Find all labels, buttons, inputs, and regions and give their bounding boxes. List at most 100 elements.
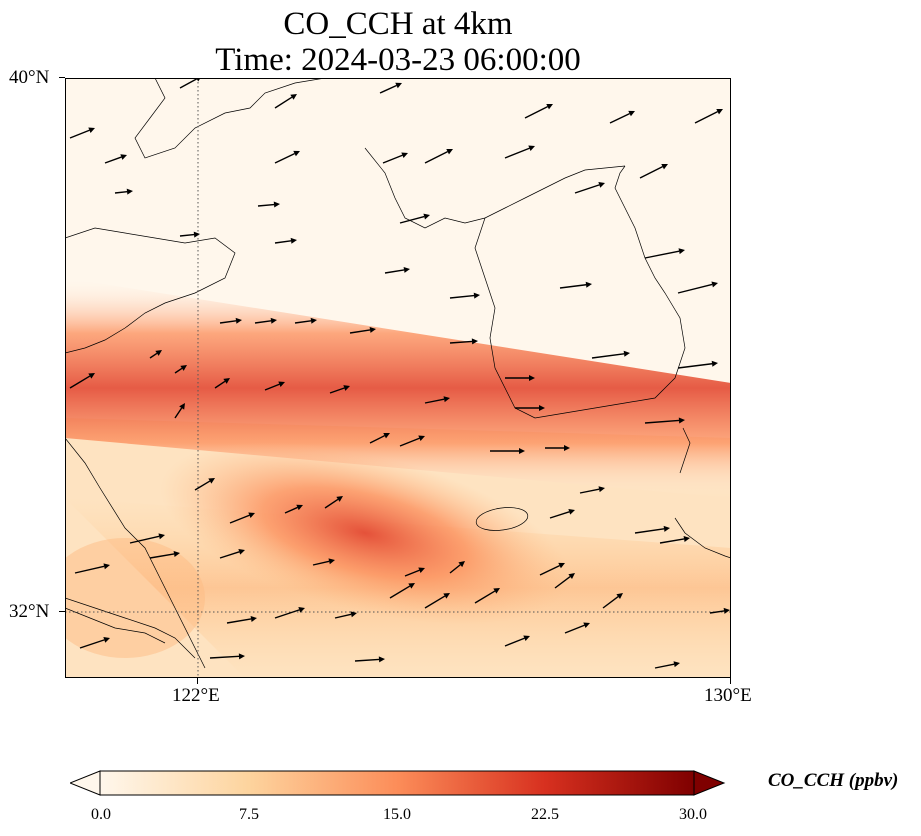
colorbar-tick-1: 7.5 — [239, 806, 259, 823]
wind-arrow — [574, 182, 605, 194]
colorbar-tick-2: 15.0 — [383, 806, 411, 823]
wind-arrow — [214, 378, 230, 389]
wind-arrow — [389, 583, 415, 599]
lon-tick-130E — [730, 678, 731, 684]
wind-arrow — [274, 237, 297, 244]
wind-arrow — [324, 496, 343, 509]
wind-arrow — [579, 486, 605, 494]
wind-arrow — [545, 445, 570, 451]
wind-arrow — [274, 607, 305, 619]
wind-arrow — [490, 448, 525, 454]
co-plume-band — [65, 278, 731, 498]
chart-title-line2: Time: 2024-03-23 06:00:00 — [215, 42, 581, 78]
co-plume-southwest — [65, 538, 205, 658]
colorbar — [70, 770, 726, 796]
wind-arrow — [677, 281, 718, 294]
map-panel — [65, 78, 731, 678]
wind-arrow — [634, 525, 670, 534]
wind-arrow — [149, 551, 180, 559]
lon-tick-122E — [197, 678, 198, 684]
wind-arrow — [349, 326, 376, 334]
wind-arrow — [424, 593, 450, 609]
wind-arrow — [644, 417, 685, 424]
lat-tick-40N — [59, 77, 65, 78]
lat-label-32N: 32°N — [9, 601, 50, 622]
wind-arrow — [74, 563, 110, 574]
wind-arrow — [104, 154, 127, 164]
wind-arrow — [274, 150, 300, 164]
wind-arrow — [399, 435, 425, 447]
wind-arrow — [69, 373, 95, 389]
wind-arrow — [114, 188, 133, 195]
wind-arrow — [591, 350, 630, 359]
lon-label-130E: 130°E — [704, 685, 752, 706]
colorbar-extend-max — [693, 770, 726, 796]
wind-arrow — [79, 637, 110, 649]
wind-arrow — [677, 360, 718, 369]
wind-arrow — [505, 375, 535, 381]
wind-arrow — [424, 396, 450, 404]
colorbar-extend-min — [70, 770, 101, 796]
colorbar-tick-4: 30.0 — [679, 806, 707, 823]
wind-arrow — [354, 656, 385, 663]
lat-tick-32N — [59, 611, 65, 612]
wind-arrow — [209, 653, 245, 660]
wind-arrow — [294, 317, 317, 324]
wind-arrow — [219, 548, 245, 559]
wind-arrow — [474, 588, 500, 604]
wind-arrow — [379, 82, 402, 94]
wind-arrow — [449, 292, 480, 299]
colorbar-tick-3: 22.5 — [531, 806, 559, 823]
wind-arrow — [554, 573, 575, 589]
wind-arrow — [564, 622, 590, 634]
wind-arrow — [654, 661, 680, 669]
colorbar-label: CO_CCH (ppbv) — [768, 770, 899, 791]
co-plume-blob — [160, 441, 570, 625]
colorbar-tick-0: 0.0 — [91, 806, 111, 823]
wind-vectors — [69, 78, 730, 669]
wind-arrow — [174, 403, 185, 419]
wind-arrow — [274, 94, 297, 109]
wind-arrow — [549, 508, 575, 519]
wind-arrow — [382, 152, 408, 164]
lon-label-122E: 122°E — [172, 685, 220, 706]
wind-arrow — [194, 478, 215, 491]
colorbar-body — [99, 770, 695, 796]
lat-label-40N: 40°N — [9, 67, 50, 88]
wind-arrow — [449, 338, 478, 345]
wind-arrow — [369, 433, 390, 444]
wind-arrow — [539, 562, 565, 576]
wind-arrow — [174, 365, 187, 374]
wind-arrow — [659, 536, 690, 544]
wind-arrow — [694, 109, 723, 124]
map-border — [65, 78, 731, 678]
wind-arrow — [515, 405, 545, 411]
wind-arrow — [257, 201, 280, 208]
wind-arrow — [69, 127, 95, 139]
wind-arrow — [149, 350, 162, 359]
wind-arrow — [639, 164, 668, 179]
chart-title-line1: CO_CCH at 4km — [283, 6, 513, 42]
wind-arrow — [399, 213, 430, 224]
wind-arrow — [129, 533, 165, 544]
wind-arrow — [384, 266, 410, 274]
wind-arrow — [504, 145, 535, 159]
wind-arrow — [179, 231, 200, 238]
wind-arrow — [264, 381, 285, 391]
wind-arrow — [449, 561, 465, 574]
wind-arrow — [334, 611, 357, 619]
wind-arrow — [329, 385, 350, 394]
wind-arrow — [602, 593, 623, 609]
wind-arrow — [284, 504, 303, 514]
wind-arrow — [254, 317, 277, 324]
coastlines — [65, 78, 731, 669]
wind-arrow — [559, 281, 592, 289]
wind-arrow — [312, 558, 335, 566]
wind-arrow — [609, 110, 635, 124]
wind-arrow — [424, 149, 453, 164]
wind-arrow — [524, 104, 553, 119]
wind-arrow — [709, 607, 730, 614]
wind-arrow — [226, 616, 257, 624]
wind-arrow — [219, 317, 242, 324]
wind-arrow — [504, 635, 530, 647]
